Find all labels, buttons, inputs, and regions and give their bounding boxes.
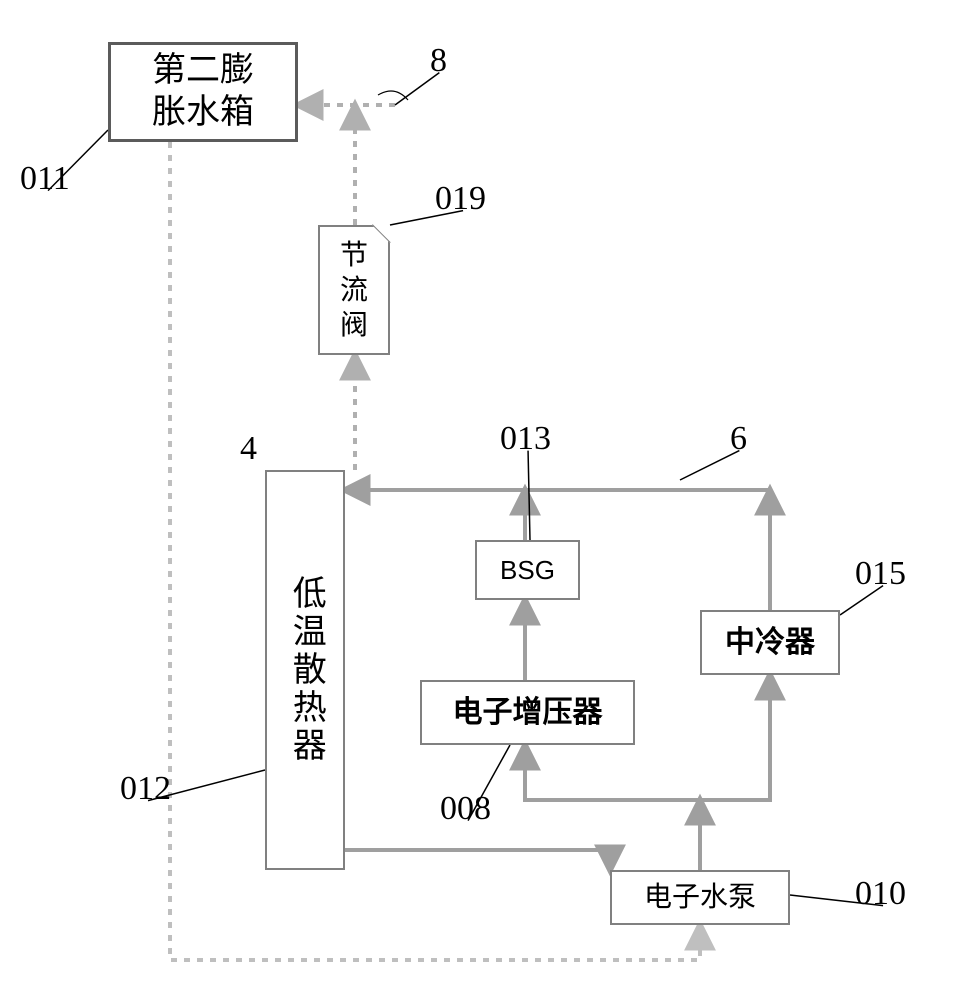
expansion-tank-box: 第二膨 胀水箱 [108,42,298,142]
callout-013: 013 [500,420,551,458]
callout-6: 6 [730,420,747,458]
callout-008: 008 [440,790,491,828]
intercooler-box: 中冷器 [700,610,840,675]
callout-4: 4 [240,430,257,468]
callout-015: 015 [855,555,906,593]
callout-012: 012 [120,770,171,808]
throttle-valve-label: 节 流 阀 [340,238,368,343]
e-pump-label: 电子水泵 [644,880,756,915]
callout-019: 019 [435,180,486,218]
bsg-label: BSG [500,554,555,587]
low-temp-radiator-label: 低温散热器 [284,575,327,765]
callout-011: 011 [20,160,70,198]
throttle-valve-box: 节 流 阀 [318,225,390,355]
low-temp-radiator-box: 低温散热器 [265,470,345,870]
e-pump-box: 电子水泵 [610,870,790,925]
expansion-tank-label: 第二膨 胀水箱 [152,50,254,135]
callout-8: 8 [430,42,447,80]
connector-layer [0,0,964,1000]
callout-010: 010 [855,875,906,913]
bsg-box: BSG [475,540,580,600]
intercooler-label: 中冷器 [725,624,815,662]
e-supercharger-label: 电子增压器 [453,694,603,732]
e-supercharger-box: 电子增压器 [420,680,635,745]
